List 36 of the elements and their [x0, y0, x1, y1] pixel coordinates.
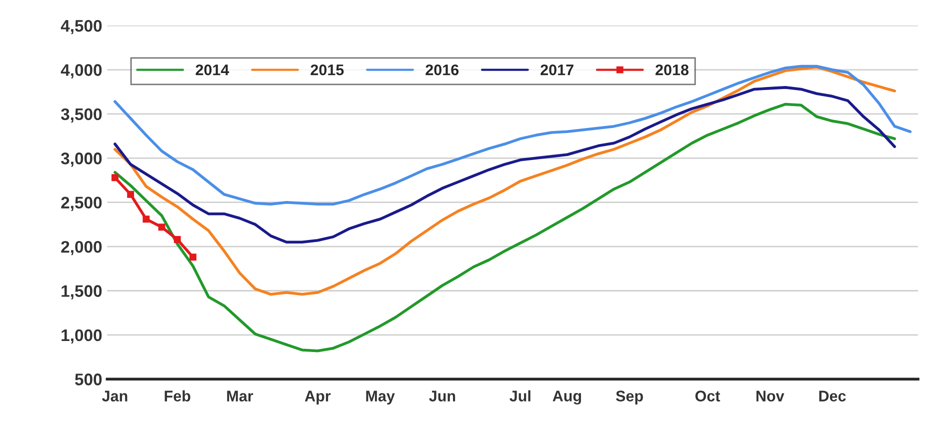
x-tick-label: Oct — [695, 390, 720, 402]
y-tick-label: 3,000 — [61, 152, 102, 167]
x-tick-label: Sep — [616, 390, 643, 404]
x-tick-label: Apr — [304, 390, 331, 404]
x-tick-label: Feb — [164, 390, 190, 402]
y-tick-label: 4,500 — [60, 20, 102, 34]
x-tick-label: Jan — [102, 390, 128, 402]
y-tick-label: 2,500 — [61, 196, 102, 211]
point — [158, 224, 166, 231]
x-tick-label: Mar — [227, 390, 254, 402]
y-tick-label: 2,000 — [61, 240, 102, 256]
y-tick-label: 500 — [75, 374, 102, 386]
x-tick-label: Jul — [510, 390, 530, 402]
y-tick-label: 1,500 — [62, 285, 102, 300]
point — [112, 174, 118, 182]
point — [174, 236, 181, 243]
line-series — [114, 102, 896, 352]
point — [127, 190, 134, 198]
line-series — [114, 64, 912, 206]
legend-label: 2014 — [196, 64, 230, 76]
y-tick-label: 4,000 — [60, 64, 102, 78]
x-tick-label: Dec — [819, 390, 846, 402]
x-tick-label: Nov — [756, 390, 784, 402]
legend-label: 2017 — [540, 64, 574, 76]
y-tick-label: 3,500 — [61, 108, 102, 123]
line-series — [114, 66, 896, 296]
x-tick-label: May — [366, 390, 395, 404]
legend-label: 2016 — [426, 64, 459, 76]
x-tick-label: Aug — [552, 390, 582, 404]
point — [142, 216, 150, 223]
legend-label: 2018 — [656, 64, 689, 76]
y-tick-label: 1,000 — [62, 329, 102, 344]
line-series — [114, 86, 896, 244]
point — [189, 254, 196, 261]
legend-label: 2015 — [310, 64, 344, 76]
x-tick-label: Jun — [429, 390, 456, 402]
